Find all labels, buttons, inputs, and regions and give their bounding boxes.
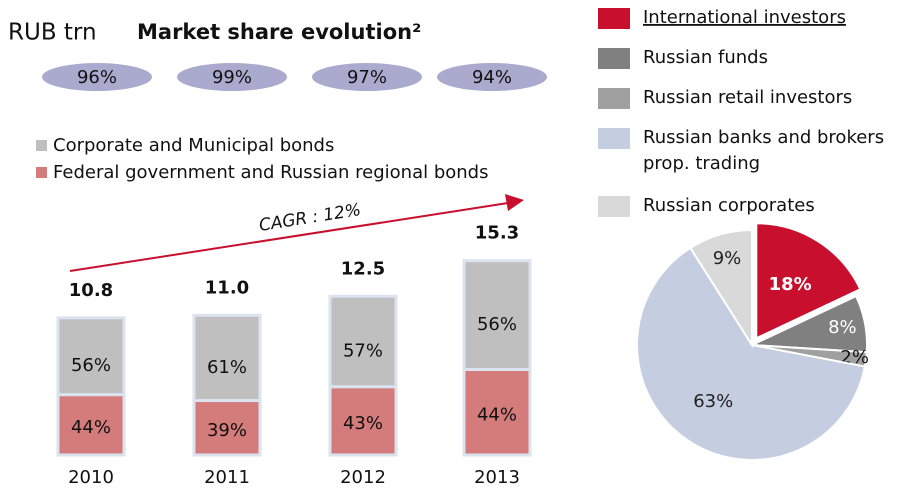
slice-label: 9% — [713, 248, 742, 269]
segment-label: 57% — [343, 340, 383, 361]
cagr-arrow — [69, 202, 509, 272]
legend-label: Russian retail investors — [643, 87, 852, 108]
bar-segment — [192, 399, 262, 457]
segment-label: 56% — [477, 314, 517, 335]
segment-label: 44% — [71, 417, 111, 438]
share-label: 96% — [77, 67, 117, 88]
share-oval — [177, 63, 287, 91]
share-oval — [42, 63, 152, 91]
total-label: 10.8 — [69, 280, 113, 301]
unit-label: RUB trn — [8, 20, 97, 46]
x-tick-label: 2011 — [204, 467, 250, 488]
total-label: 11.0 — [205, 277, 249, 298]
cagr-label: CAGR : 12% — [258, 200, 363, 236]
bar-segment — [328, 385, 398, 457]
bar-segment — [192, 313, 262, 403]
bar-segment — [56, 393, 126, 457]
slice-label: 18% — [769, 274, 812, 295]
legend-label: Russian banks and brokers prop. trading — [643, 127, 890, 174]
legend-label: International investors — [643, 7, 846, 28]
segment-label: 39% — [207, 420, 247, 441]
legend-swatch — [598, 8, 630, 29]
bar-segment — [56, 316, 126, 397]
legend-label: Russian funds — [643, 47, 768, 68]
total-label: 15.3 — [475, 223, 519, 244]
legend-swatch — [598, 196, 630, 217]
pie-slice — [688, 228, 753, 349]
share-label: 94% — [472, 67, 512, 88]
legend-swatch — [598, 128, 630, 149]
segment-label: 44% — [477, 404, 517, 425]
legend-label: Russian corporates — [643, 195, 815, 216]
legend-swatch — [36, 167, 47, 178]
share-label: 99% — [212, 67, 252, 88]
bar-segment — [462, 259, 532, 372]
slice-label: 63% — [693, 391, 733, 412]
x-tick-label: 2010 — [68, 467, 114, 488]
x-tick-label: 2013 — [474, 467, 520, 488]
share-oval — [312, 63, 422, 91]
slice-label: 8% — [828, 317, 857, 338]
legend-label: Federal government and Russian regional … — [53, 162, 489, 183]
chart-title: Market share evolution² — [137, 20, 421, 44]
segment-label: 43% — [343, 413, 383, 434]
legend-swatch — [598, 48, 630, 69]
x-tick-label: 2012 — [340, 467, 386, 488]
pie-slice — [636, 246, 867, 461]
cagr-arrowhead — [505, 194, 524, 211]
pie-slice — [755, 222, 862, 340]
total-label: 12.5 — [341, 258, 385, 279]
bar-segment — [328, 294, 398, 389]
legend-swatch — [598, 88, 630, 109]
segment-label: 56% — [71, 355, 111, 376]
legend-label: Corporate and Municipal bonds — [53, 135, 334, 156]
legend-swatch — [36, 140, 47, 151]
share-oval — [437, 63, 547, 91]
segment-label: 61% — [207, 357, 247, 378]
share-label: 97% — [347, 67, 387, 88]
